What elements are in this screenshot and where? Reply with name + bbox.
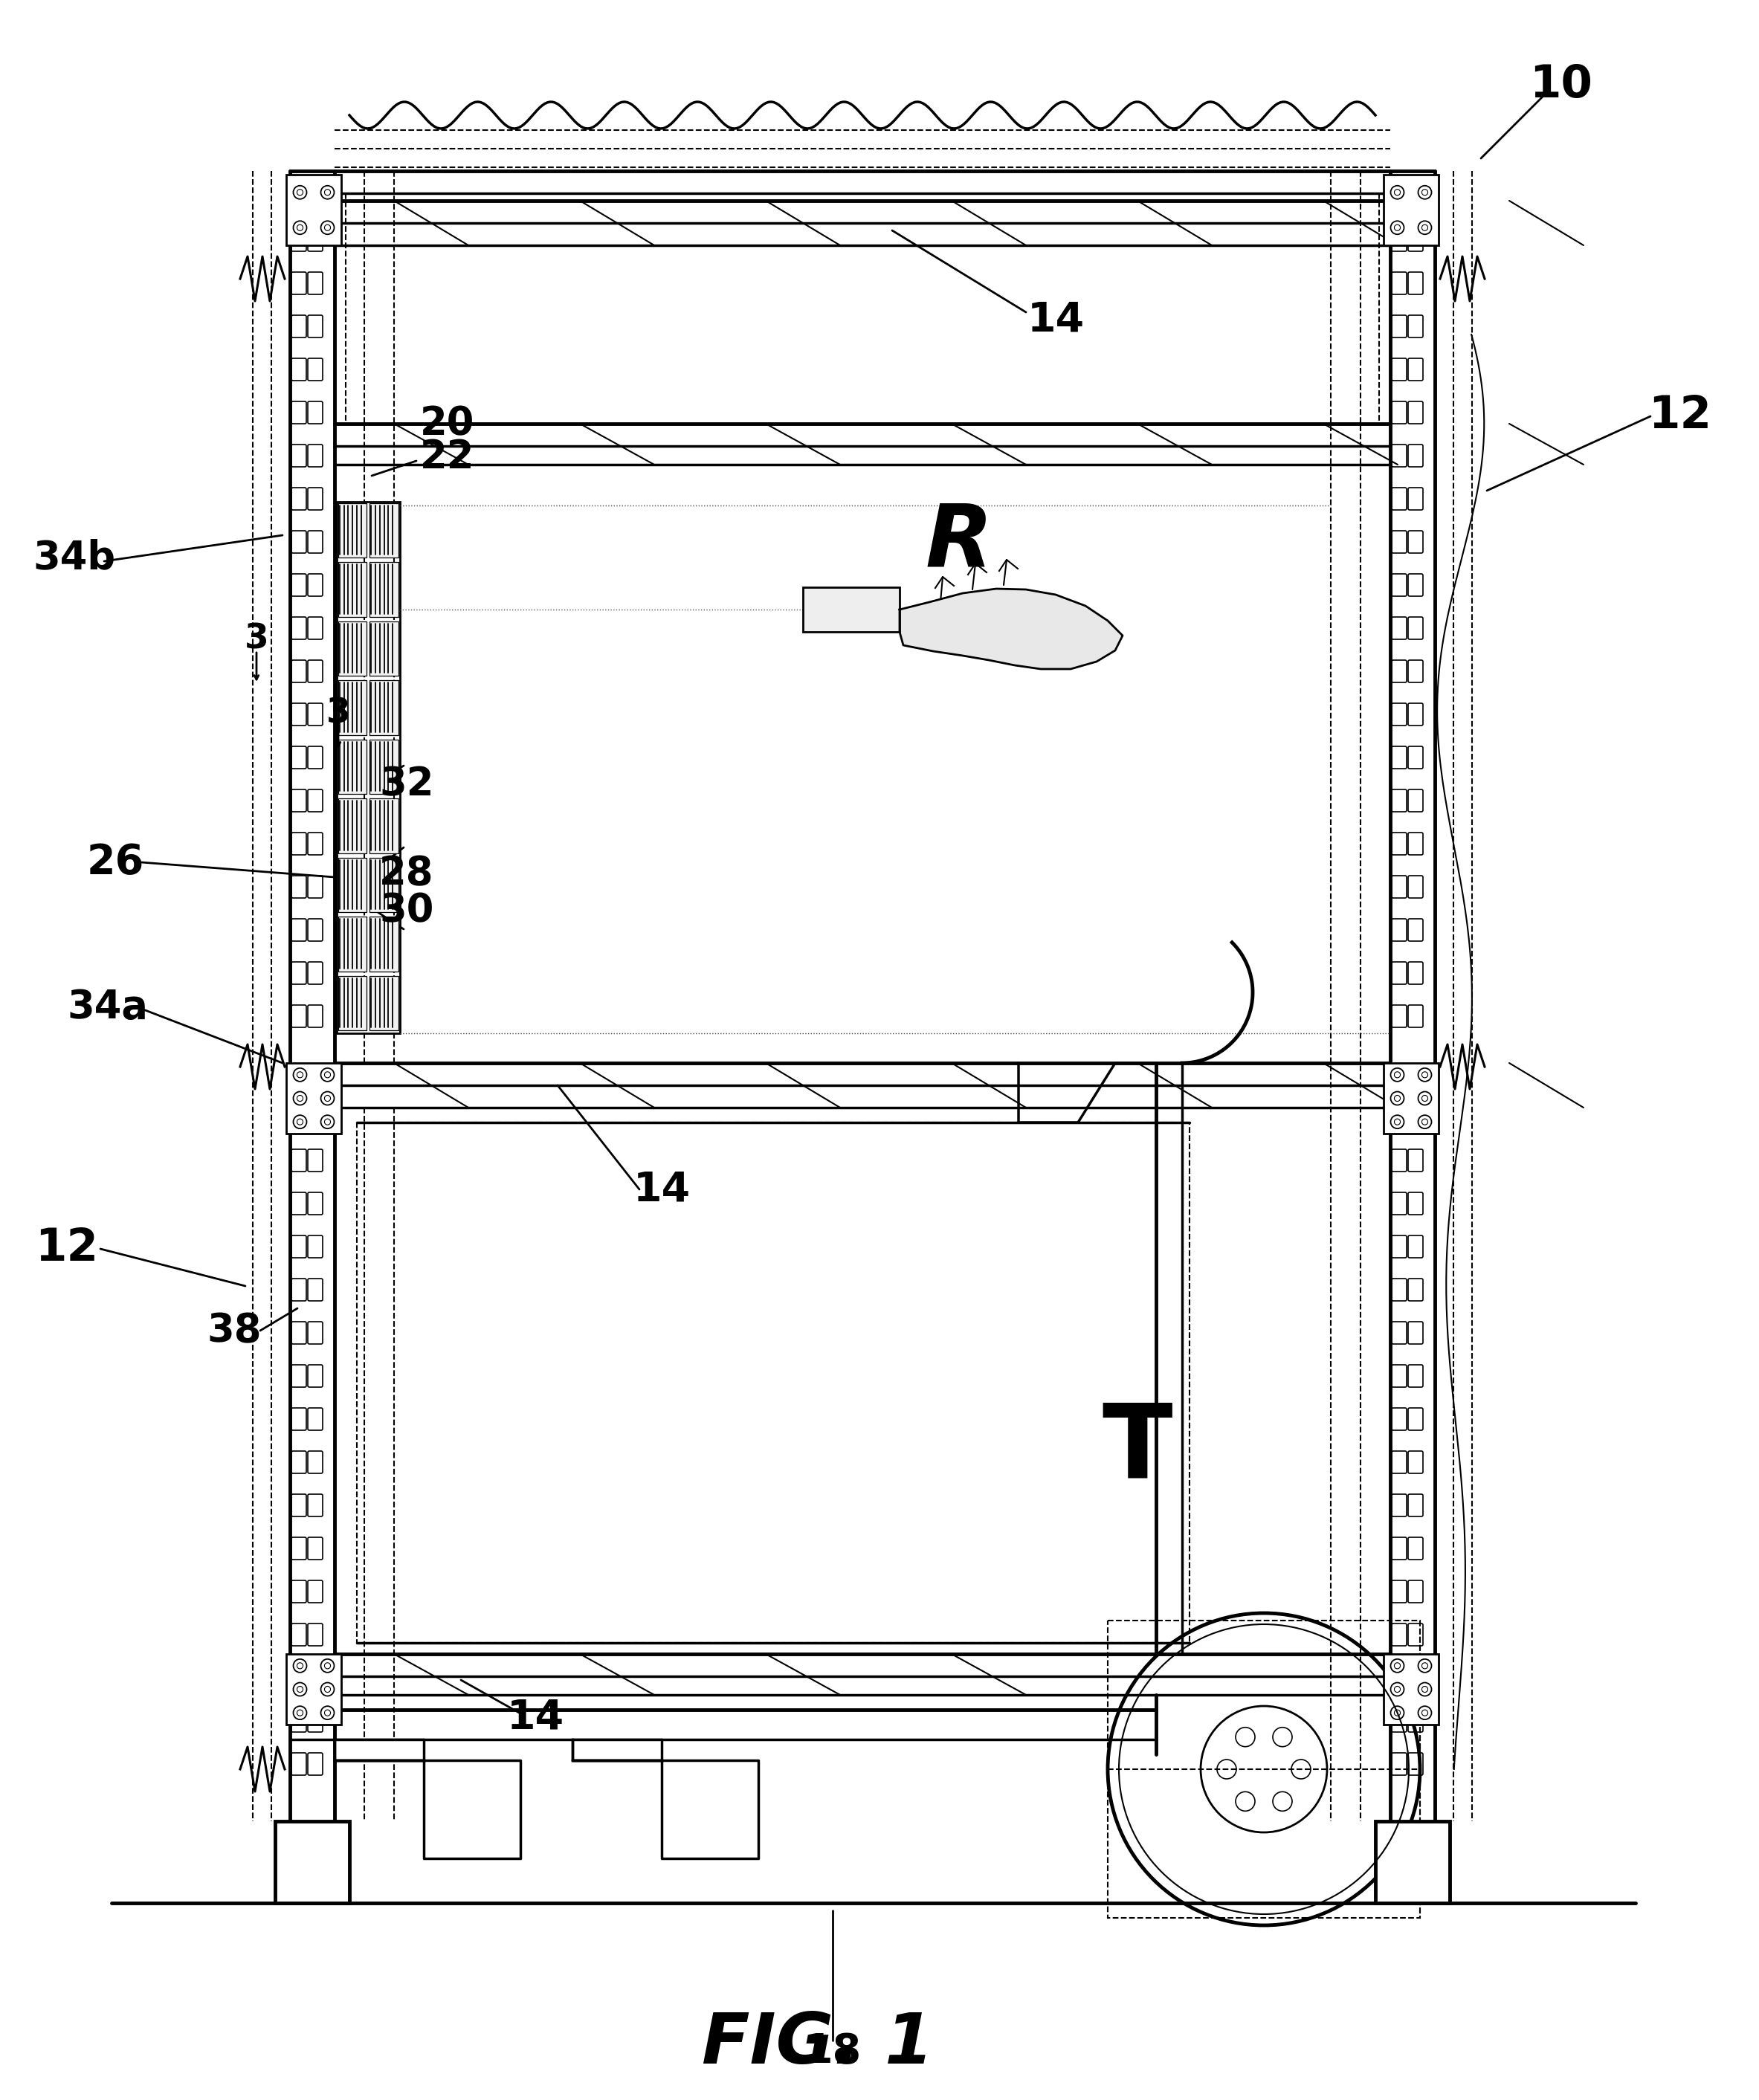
Bar (369, 622, 399, 676)
Text: 14: 14 (633, 1170, 690, 1210)
Bar (1376, 1821, 1449, 1903)
Bar (274, 1821, 350, 1903)
Text: 26: 26 (86, 842, 144, 882)
Bar (369, 504, 399, 559)
Bar (336, 502, 399, 1033)
Text: 12: 12 (35, 1226, 99, 1270)
Bar (572, 1739, 661, 1760)
Bar (369, 563, 399, 617)
Bar (369, 977, 399, 1031)
Bar (357, 1124, 1189, 1642)
Text: 12: 12 (1648, 395, 1712, 439)
Bar (338, 798, 368, 853)
Text: FIG. 1: FIG. 1 (702, 2010, 934, 2079)
Text: 28: 28 (380, 855, 434, 892)
Text: 32: 32 (380, 764, 434, 804)
Bar (802, 588, 899, 632)
Text: 14: 14 (1027, 300, 1084, 340)
Bar (1108, 1621, 1420, 1917)
Bar (369, 739, 399, 794)
Polygon shape (572, 1739, 758, 1858)
Bar (338, 857, 368, 911)
Polygon shape (899, 588, 1122, 670)
Bar (369, 680, 399, 735)
Text: 34b: 34b (33, 538, 116, 578)
Bar (334, 1739, 424, 1760)
Text: 18: 18 (804, 2031, 862, 2073)
Bar (1384, 1063, 1439, 1134)
Bar (338, 622, 368, 676)
Text: 3: 3 (325, 697, 350, 731)
Bar (338, 680, 368, 735)
Text: 22: 22 (420, 437, 475, 477)
Bar (287, 1655, 341, 1724)
Bar (369, 857, 399, 911)
Bar (369, 916, 399, 970)
Text: 34a: 34a (67, 987, 148, 1027)
Bar (338, 739, 368, 794)
Bar (338, 977, 368, 1031)
Bar (338, 563, 368, 617)
Bar (1384, 174, 1439, 246)
Text: 38: 38 (208, 1310, 262, 1350)
Bar (287, 1063, 341, 1134)
Bar (287, 174, 341, 246)
Text: R: R (925, 500, 992, 586)
Bar (338, 916, 368, 970)
Text: 3: 3 (245, 622, 269, 655)
Text: 30: 30 (380, 890, 434, 930)
Polygon shape (334, 1739, 521, 1858)
Text: 20: 20 (420, 405, 475, 443)
Bar (369, 798, 399, 853)
Text: T: T (1103, 1399, 1173, 1499)
Text: 10: 10 (1530, 63, 1594, 107)
Bar (338, 504, 368, 559)
Bar (1384, 1655, 1439, 1724)
Text: 14: 14 (507, 1697, 565, 1737)
